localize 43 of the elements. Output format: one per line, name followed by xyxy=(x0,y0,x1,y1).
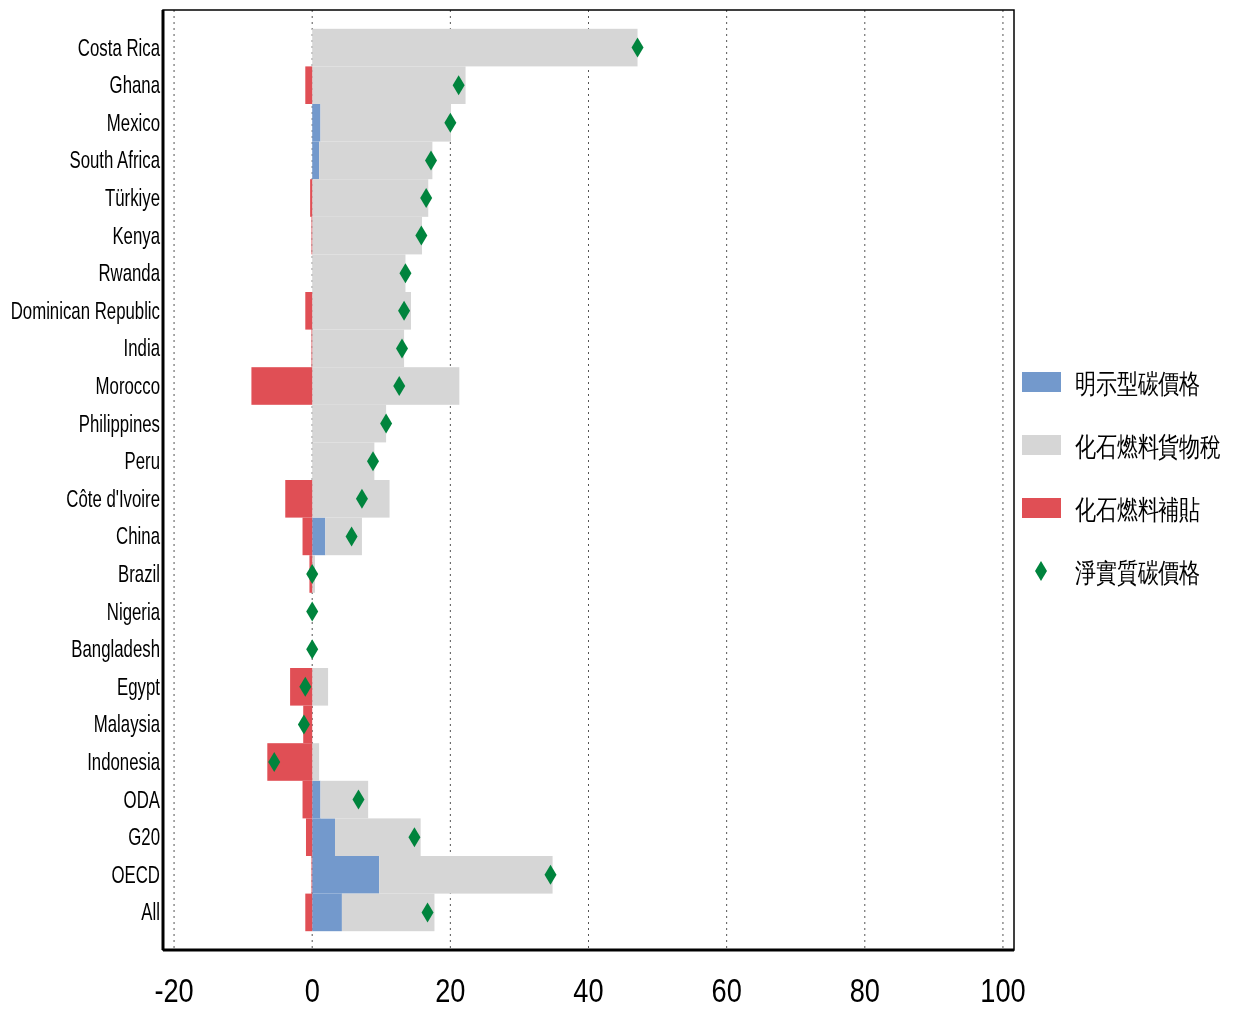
y-tick-label: Kenya xyxy=(112,221,161,249)
y-tick-label: ODA xyxy=(123,785,161,813)
y-tick-label: OECD xyxy=(111,860,160,888)
y-tick-label: Indonesia xyxy=(87,747,161,775)
bar xyxy=(312,668,329,706)
bar xyxy=(305,893,313,932)
y-tick-label: Ghana xyxy=(109,71,161,98)
bar xyxy=(305,66,313,104)
y-tick-label: Bangladesh xyxy=(71,635,160,662)
y-tick-label: Peru xyxy=(124,447,160,474)
y-tick-label: Malaysia xyxy=(93,710,161,738)
bar xyxy=(312,743,320,781)
y-tick-label: India xyxy=(123,334,161,362)
y-tick-label: Côte d'Ivoire xyxy=(66,484,160,512)
x-tick-label: 40 xyxy=(573,971,604,1009)
bar xyxy=(251,367,313,405)
legend-label: 化石燃料補貼 xyxy=(1075,494,1201,525)
bar xyxy=(305,292,313,330)
y-tick-label: Brazil xyxy=(118,559,160,587)
y-tick-label: Dominican Republic xyxy=(10,296,160,324)
y-tick-label: Mexico xyxy=(106,108,160,136)
bar xyxy=(312,517,326,556)
y-tick-label: G20 xyxy=(128,823,160,850)
x-tick-label: 0 xyxy=(304,971,320,1009)
y-tick-label: Morocco xyxy=(95,371,160,399)
y-tick-label: Philippines xyxy=(78,409,160,437)
y-tick-label: Rwanda xyxy=(98,259,161,286)
y-tick-label: Egypt xyxy=(117,672,161,700)
y-tick-label: South Africa xyxy=(69,146,161,174)
legend-label: 明示型碳價格 xyxy=(1075,368,1201,399)
y-tick-label: Türkiye xyxy=(104,183,160,211)
y-tick-label: All xyxy=(141,898,160,926)
x-tick-label: 60 xyxy=(711,971,742,1009)
x-tick-label: 20 xyxy=(435,971,466,1009)
x-tick-label: -20 xyxy=(154,971,194,1009)
y-tick-label: Costa Rica xyxy=(77,33,161,61)
y-tick-label: China xyxy=(116,522,161,550)
bar xyxy=(310,179,313,217)
x-tick-label: 80 xyxy=(849,971,880,1009)
legend-label: 化石燃料貨物稅 xyxy=(1075,431,1222,462)
legend-label: 淨實質碳價格 xyxy=(1075,557,1201,588)
x-tick-label: 100 xyxy=(980,971,1026,1009)
y-tick-label: Nigeria xyxy=(106,597,161,625)
